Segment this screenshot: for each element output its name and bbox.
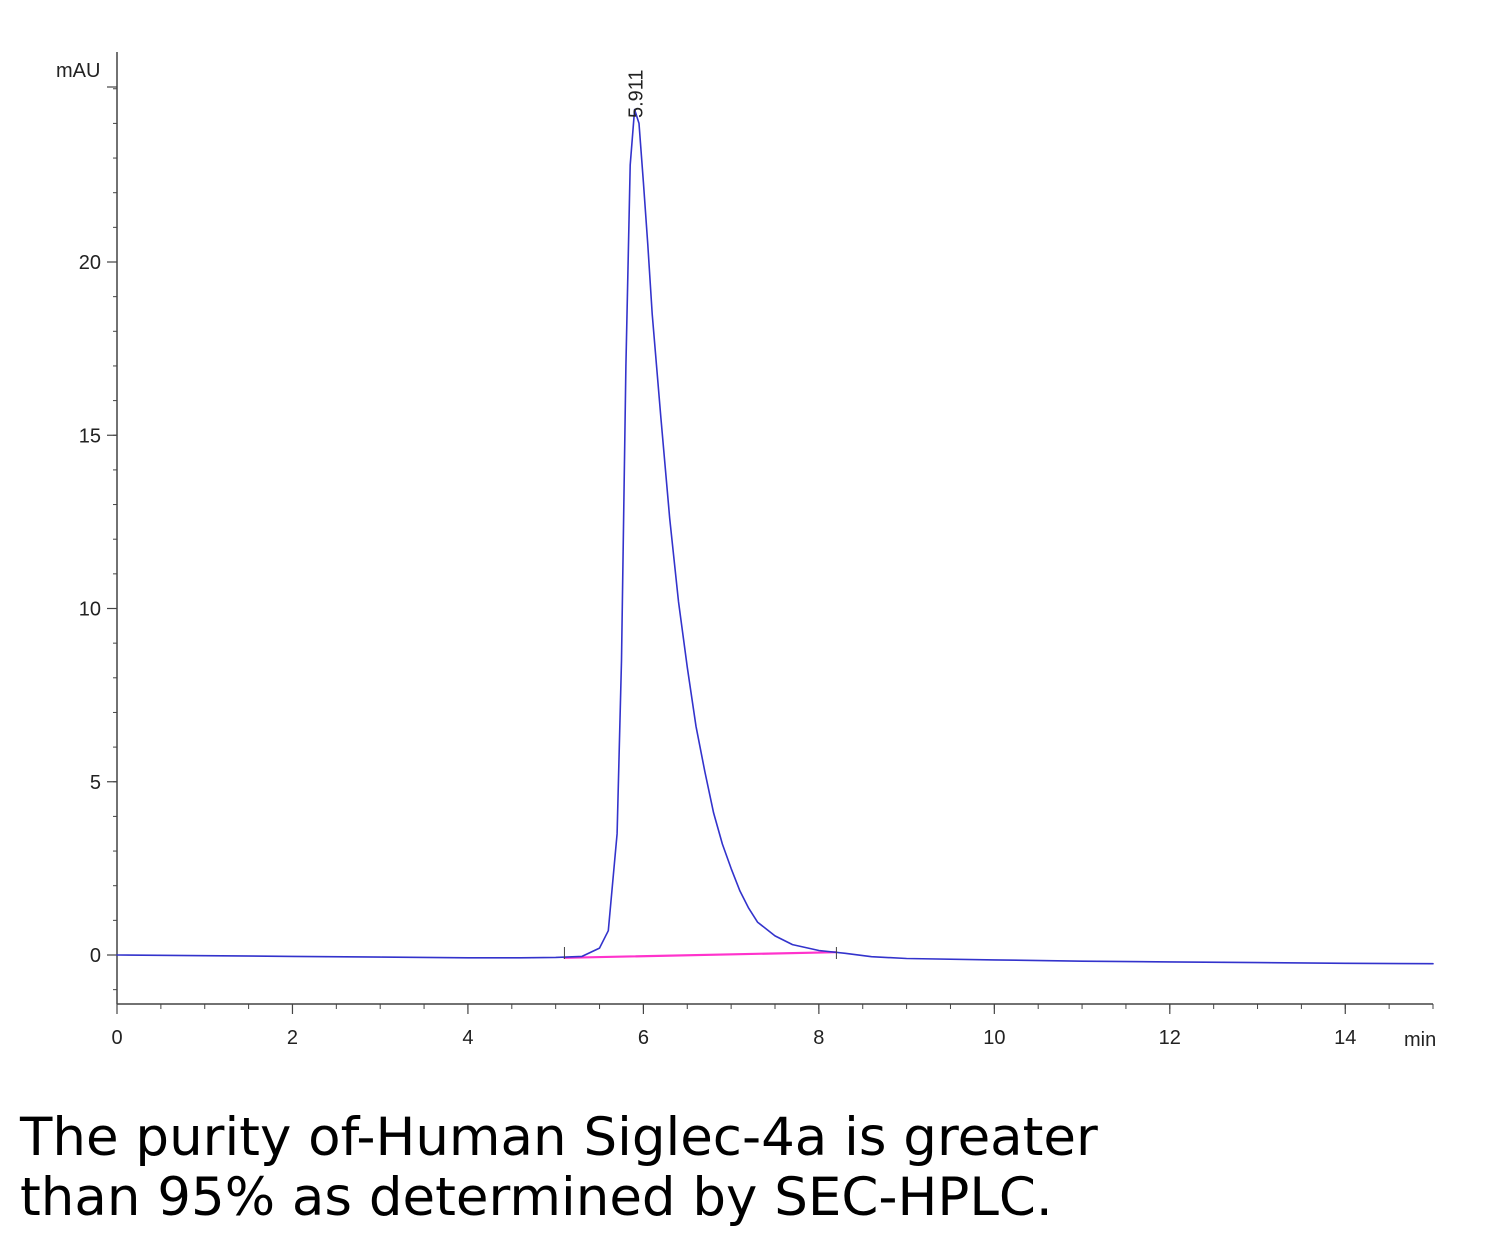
caption-line-2: than 95% as determined by SEC-HPLC. <box>20 1167 1053 1228</box>
x-tick-label: 10 <box>983 1027 1005 1049</box>
x-tick-label: 4 <box>462 1027 473 1049</box>
x-axis-unit: min <box>1404 1029 1436 1051</box>
x-tick-label: 0 <box>111 1027 122 1049</box>
peak-retention-label: 5.911 <box>626 69 648 118</box>
ticks-layer <box>107 86 1434 1014</box>
x-tick-label: 2 <box>287 1027 298 1049</box>
y-tick-label: 20 <box>79 252 101 274</box>
integration-baseline <box>563 951 838 959</box>
y-tick-label: 0 <box>90 945 101 967</box>
chromatogram-trace <box>116 108 1434 965</box>
x-tick-label: 12 <box>1159 1027 1181 1049</box>
y-axis-unit: mAU <box>56 60 100 82</box>
axes-layer <box>116 52 1433 1005</box>
y-tick-label: 15 <box>79 425 101 447</box>
caption: The purity of-Human Siglec-4a is greater… <box>20 1108 1480 1228</box>
chromatogram-plot: 0 5 10 15 20 mAU 0 2 4 6 8 10 12 14 min 5.911 <box>56 52 1436 1051</box>
series-layer <box>116 108 1434 965</box>
x-tick-label: 14 <box>1334 1027 1356 1049</box>
x-tick-label: 8 <box>813 1027 824 1049</box>
y-tick-label: 5 <box>90 772 101 794</box>
chromatogram-chart: 0 5 10 15 20 mAU 0 2 4 6 8 10 12 14 min 5.911 <box>56 52 1436 1051</box>
label-layer: 0 5 10 15 20 mAU 0 2 4 6 8 10 12 14 min 5.911 <box>56 60 1436 1051</box>
x-tick-label: 6 <box>638 1027 649 1049</box>
y-tick-label: 10 <box>79 599 101 621</box>
caption-line-1: The purity of-Human Siglec-4a is greater <box>20 1107 1098 1168</box>
